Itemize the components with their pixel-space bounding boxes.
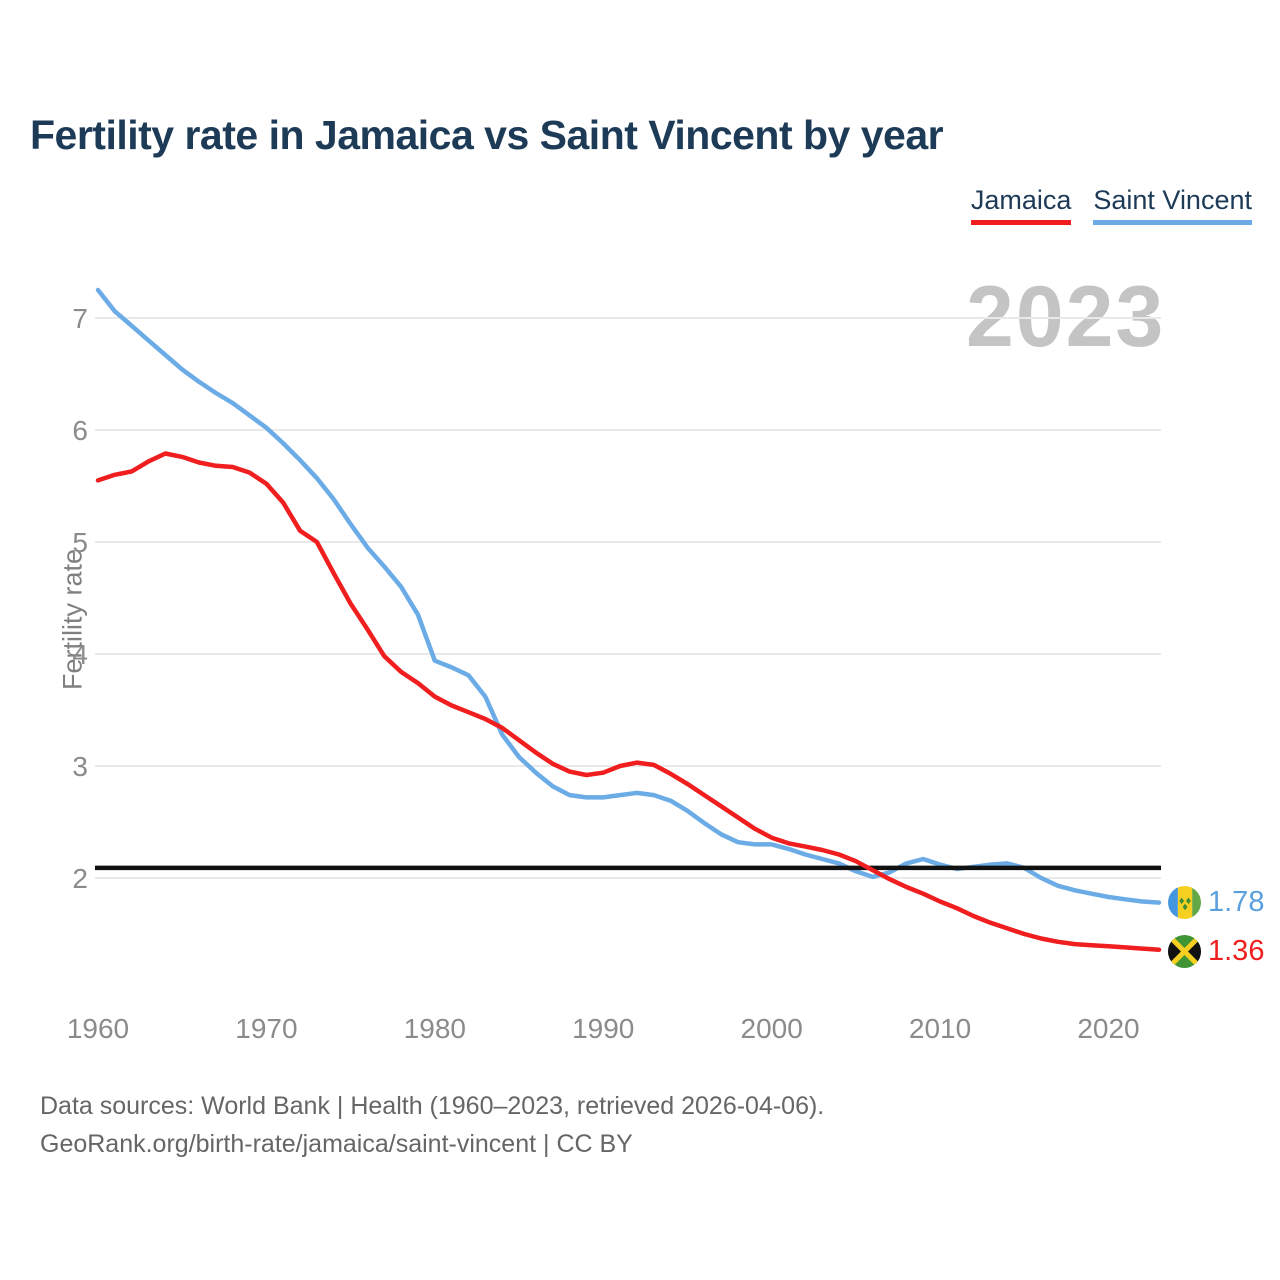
saint-vincent-flag-icon <box>1168 886 1201 919</box>
legend-item-jamaica[interactable]: Jamaica <box>970 185 1072 225</box>
jamaica-end-value: 1.36 <box>1208 935 1265 967</box>
legend-item-saint-vincent[interactable]: Saint Vincent <box>1093 185 1252 225</box>
legend-label-jamaica: Jamaica <box>970 185 1072 215</box>
x-tick-label-1970: 1970 <box>235 1013 297 1044</box>
x-tick-label-2020: 2020 <box>1077 1013 1139 1044</box>
source-line-2: GeoRank.org/birth-rate/jamaica/saint-vin… <box>40 1130 633 1158</box>
y-tick-label-6: 6 <box>72 415 88 446</box>
source-line-1: Data sources: World Bank | Health (1960–… <box>40 1092 825 1120</box>
x-tick-label-2010: 2010 <box>909 1013 971 1044</box>
saint-vincent-end-value: 1.78 <box>1208 886 1265 918</box>
source-footer: Data sources: World Bank | Health (1960–… <box>40 1087 824 1163</box>
saint-vincent-end-label: 1.78 <box>1168 886 1264 919</box>
x-tick-label-1990: 1990 <box>572 1013 634 1044</box>
x-tick-label-1980: 1980 <box>404 1013 466 1044</box>
y-tick-label-2: 2 <box>72 863 88 894</box>
legend-label-saint-vincent: Saint Vincent <box>1093 185 1252 215</box>
y-tick-label-5: 5 <box>72 527 88 558</box>
jamaica-flag-icon <box>1168 935 1201 968</box>
x-tick-label-2000: 2000 <box>741 1013 803 1044</box>
y-tick-label-4: 4 <box>72 639 88 670</box>
jamaica-end-label: 1.36 <box>1168 935 1264 968</box>
x-tick-label-1960: 1960 <box>67 1013 129 1044</box>
y-tick-label-3: 3 <box>72 751 88 782</box>
chart-title: Fertility rate in Jamaica vs Saint Vince… <box>30 112 944 158</box>
saint-vincent-line[interactable] <box>95 287 1162 905</box>
legend: Jamaica Saint Vincent <box>970 185 1252 225</box>
jamaica-line[interactable] <box>95 451 1162 952</box>
y-tick-label-7: 7 <box>72 303 88 334</box>
